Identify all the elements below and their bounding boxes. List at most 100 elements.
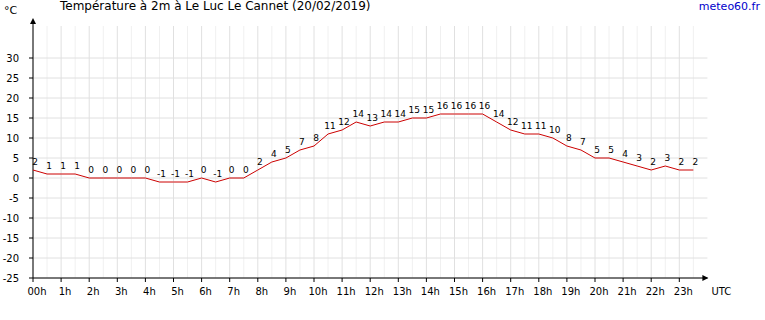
data-label: 0 xyxy=(201,165,207,175)
data-label: 14 xyxy=(395,109,407,119)
grid-line-y xyxy=(33,98,707,99)
y-tick xyxy=(29,178,33,179)
y-tick xyxy=(29,98,33,99)
data-label: 2 xyxy=(678,157,684,167)
y-tick xyxy=(29,278,33,279)
grid-line-x xyxy=(679,26,680,278)
x-tick-label: 16h xyxy=(477,286,496,297)
grid-line-y xyxy=(33,78,707,79)
data-label: 14 xyxy=(493,109,505,119)
data-label: 0 xyxy=(229,165,235,175)
x-tick-label: 10h xyxy=(308,286,327,297)
data-label: 0 xyxy=(88,165,94,175)
plot-marks xyxy=(33,114,693,182)
x-tick-label: 13h xyxy=(393,286,412,297)
x-axis-arrow xyxy=(702,275,708,281)
grid-line-x xyxy=(538,26,539,278)
grid-line-x-minor xyxy=(412,26,413,278)
y-axis xyxy=(33,20,34,278)
data-label: 12 xyxy=(338,117,349,127)
data-label: 11 xyxy=(324,121,335,131)
grid-line-x xyxy=(201,26,202,278)
data-label: -1 xyxy=(171,169,180,179)
y-tick xyxy=(29,218,33,219)
y-tick-label: 5 xyxy=(13,153,19,164)
x-tick xyxy=(482,278,483,282)
grid-line-x-minor xyxy=(524,26,525,278)
grid-line-x xyxy=(454,26,455,278)
grid-line-x-minor xyxy=(47,26,48,278)
data-label: 1 xyxy=(60,161,66,171)
data-label: 7 xyxy=(299,137,305,147)
grid-line-x xyxy=(314,26,315,278)
x-tick xyxy=(173,278,174,282)
grid-line-x-minor xyxy=(384,26,385,278)
data-label: 1 xyxy=(74,161,80,171)
y-tick xyxy=(29,138,33,139)
grid-line-x xyxy=(173,26,174,278)
title: Température à 2m à Le Luc Le Cannet (20/… xyxy=(59,0,371,13)
grid-line-x xyxy=(370,26,371,278)
y-tick-label: -20 xyxy=(3,253,19,264)
x-tick xyxy=(229,278,230,282)
y-tick-label: 20 xyxy=(6,93,19,104)
grid-line-x-minor xyxy=(356,26,357,278)
x-tick xyxy=(145,278,146,282)
grid-line-x-minor xyxy=(187,26,188,278)
data-label: 4 xyxy=(271,149,277,159)
grid-line-x xyxy=(426,26,427,278)
x-tick-label: 3h xyxy=(115,286,128,297)
data-label: 2 xyxy=(32,157,38,167)
x-tick xyxy=(651,278,652,282)
grid-line-y xyxy=(33,138,707,139)
data-label: 4 xyxy=(622,149,628,159)
data-label: 2 xyxy=(257,157,263,167)
data-label: -1 xyxy=(185,169,194,179)
data-label: 16 xyxy=(479,101,491,111)
grid-line-y xyxy=(33,258,707,259)
x-tick xyxy=(679,278,680,282)
data-label: 15 xyxy=(423,105,434,115)
y-tick-label: -25 xyxy=(3,273,19,284)
grid-line-x xyxy=(145,26,146,278)
grid-line-y xyxy=(33,238,707,239)
data-label: 5 xyxy=(285,145,291,155)
x-tick-label: 20h xyxy=(589,286,608,297)
grid-line-x xyxy=(342,26,343,278)
grid-line-x xyxy=(117,26,118,278)
data-label: 7 xyxy=(580,137,586,147)
data-label: 13 xyxy=(366,113,377,123)
x-tick xyxy=(595,278,596,282)
x-tick-label: 14h xyxy=(421,286,440,297)
y-axis-arrow xyxy=(30,18,36,24)
grid-line-x-minor xyxy=(131,26,132,278)
data-label: 14 xyxy=(352,109,364,119)
x-tick xyxy=(398,278,399,282)
x-tick xyxy=(61,278,62,282)
x-tick-label: 5h xyxy=(171,286,184,297)
data-label: 5 xyxy=(594,145,600,155)
data-label: 8 xyxy=(313,133,319,143)
grid-line-x-minor xyxy=(580,26,581,278)
grid-line-x-minor xyxy=(103,26,104,278)
grid-line-x-minor xyxy=(637,26,638,278)
x-tick-label: 6h xyxy=(199,286,212,297)
grid-line-x-minor xyxy=(75,26,76,278)
grid-line-x-minor xyxy=(693,26,694,278)
grid-line-x-minor xyxy=(552,26,553,278)
data-label: 10 xyxy=(549,125,561,135)
data-label: 16 xyxy=(437,101,449,111)
data-label: 16 xyxy=(451,101,463,111)
x-tick xyxy=(510,278,511,282)
grid-line-y xyxy=(33,58,707,59)
x-tick-label: 17h xyxy=(505,286,524,297)
x-tick xyxy=(566,278,567,282)
y-tick-label: 15 xyxy=(6,113,19,124)
x-tick-label: 1h xyxy=(59,286,72,297)
y-tick xyxy=(29,258,33,259)
data-label: 0 xyxy=(243,165,249,175)
y-tick-label: 30 xyxy=(6,53,19,64)
x-tick-label: 12h xyxy=(365,286,384,297)
data-label: 0 xyxy=(145,165,151,175)
grid xyxy=(33,26,707,278)
